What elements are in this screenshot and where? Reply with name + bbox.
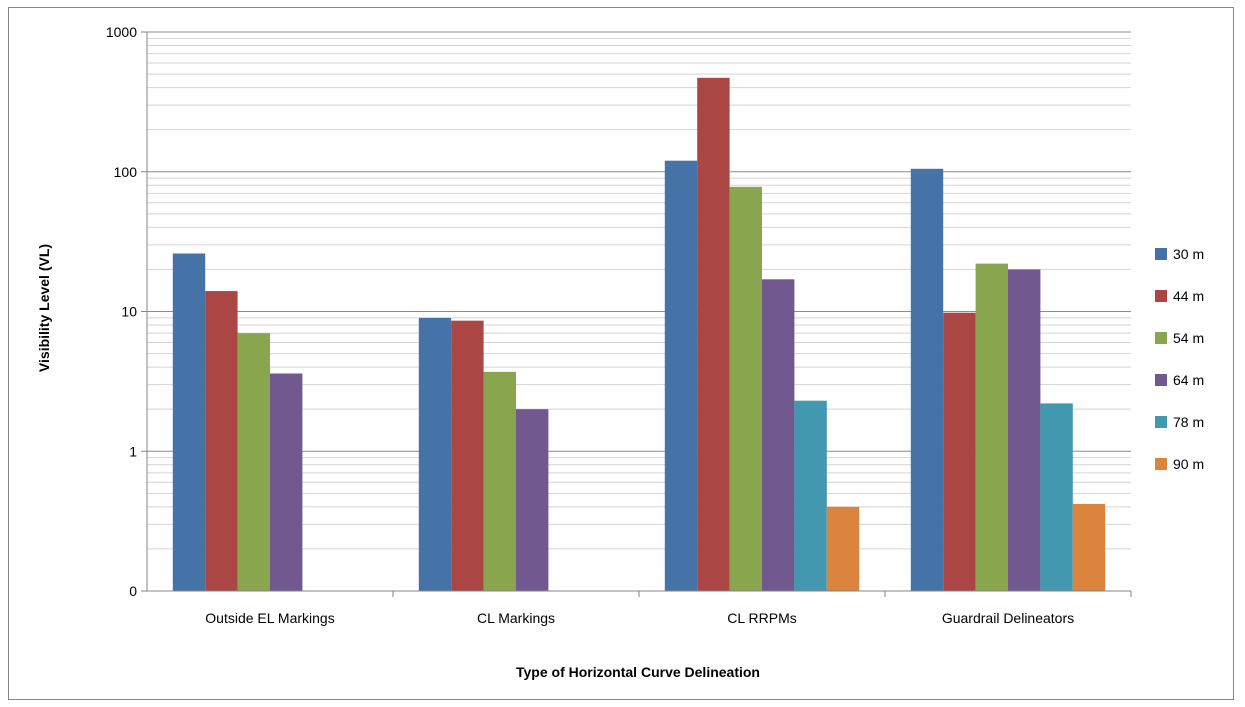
bar-44m-2 <box>697 77 730 591</box>
bar-44m-3 <box>943 312 976 591</box>
x-axis-title: Type of Horizontal Curve Delineation <box>516 664 760 680</box>
bar-30m-3 <box>910 168 944 591</box>
bar-78m-3 <box>1040 403 1073 591</box>
bar-78m-2 <box>794 400 827 591</box>
bar-54m-1 <box>483 371 516 591</box>
x-tick-label: Outside EL Markings <box>205 610 334 626</box>
legend-swatch <box>1155 416 1167 428</box>
y-tick-label: 100 <box>114 164 138 180</box>
bar-44m-1 <box>451 320 484 591</box>
tick-labels: 0 1 10 100 1000 Outside EL Markings CL Marking… <box>106 24 1074 626</box>
bar-chart: 0 1 10 100 1000 Outside EL Markings CL Marking… <box>36 24 1204 680</box>
y-tick-label: 0 <box>129 583 137 599</box>
bar-64m-2 <box>762 279 795 591</box>
legend-label: 30 m <box>1173 246 1204 262</box>
bar-64m-1 <box>516 409 549 591</box>
legend-swatch <box>1155 248 1167 260</box>
bar-44m-0 <box>205 291 238 591</box>
bar-30m-2 <box>664 160 698 591</box>
bar-54m-0 <box>237 333 270 591</box>
bar-30m-0 <box>172 253 206 591</box>
bar-30m-1 <box>418 317 452 591</box>
y-tick-label: 10 <box>121 304 137 320</box>
legend-swatch <box>1155 332 1167 344</box>
legend-label: 78 m <box>1173 414 1204 430</box>
y-axis-title: Visibility Level (VL) <box>36 244 52 372</box>
y-tick-label: 1 <box>129 443 137 459</box>
x-tick-label: CL RRPMs <box>727 610 797 626</box>
bars <box>172 77 1106 591</box>
legend-label: 64 m <box>1173 372 1204 388</box>
bar-64m-3 <box>1008 269 1041 591</box>
y-tick-label: 1000 <box>106 24 137 40</box>
bar-64m-0 <box>270 373 303 591</box>
bar-54m-2 <box>729 186 762 591</box>
legend-label: 90 m <box>1173 456 1204 472</box>
legend-label: 54 m <box>1173 330 1204 346</box>
legend-swatch <box>1155 458 1167 470</box>
axes <box>141 31 1132 597</box>
bar-54m-3 <box>975 263 1008 591</box>
legend: 30 m 44 m 54 m 64 m 78 m 90 m <box>1155 246 1204 472</box>
bar-90m-2 <box>826 506 860 591</box>
legend-label: 44 m <box>1173 288 1204 304</box>
x-tick-label: CL Markings <box>477 610 555 626</box>
bar-90m-3 <box>1072 503 1106 591</box>
legend-swatch <box>1155 374 1167 386</box>
chart-frame: 0 1 10 100 1000 Outside EL Markings CL Marking… <box>8 7 1234 700</box>
x-tick-label: Guardrail Delineators <box>942 610 1074 626</box>
legend-swatch <box>1155 290 1167 302</box>
